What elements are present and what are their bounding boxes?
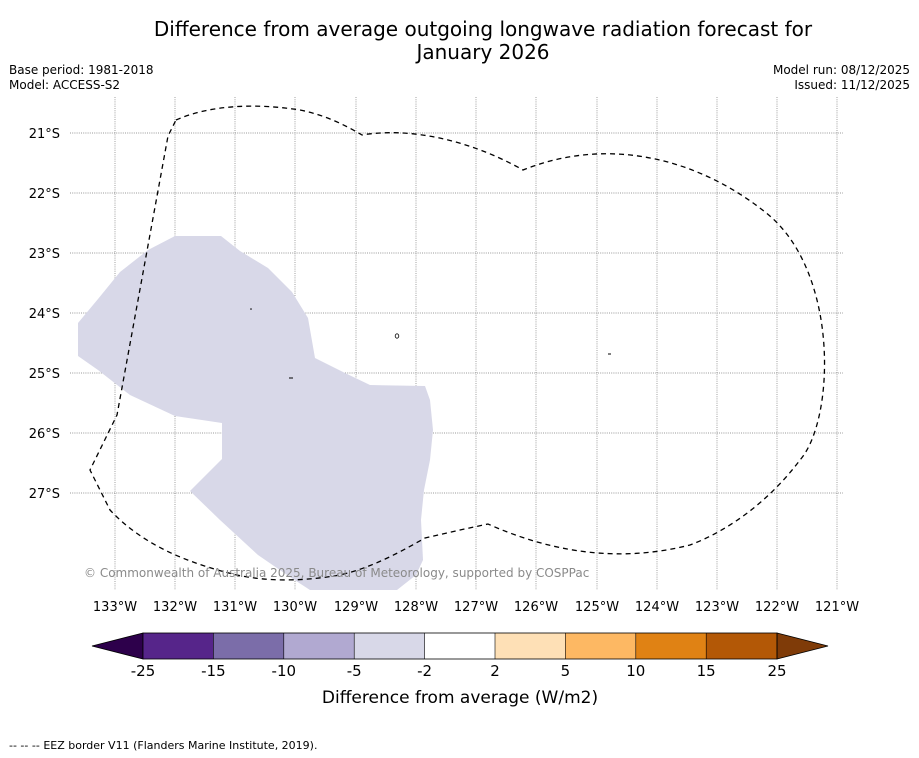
island-marker — [394, 333, 400, 339]
island-markers — [250, 308, 611, 379]
lon-label: 130°W — [273, 600, 317, 615]
model-run-date: Model run: 08/12/2025 — [772, 63, 910, 77]
lon-label: 132°W — [153, 600, 197, 615]
lat-label: 21°S — [29, 127, 60, 142]
colorbar-tick: 10 — [626, 662, 645, 680]
lon-label: 121°W — [815, 600, 859, 615]
lon-label: 129°W — [334, 600, 378, 615]
base-period: Base period: 1981-2018 — [9, 63, 154, 77]
colorbar-tick: -2 — [417, 662, 432, 680]
lat-label: 26°S — [29, 427, 60, 442]
colorbar-tick: 15 — [697, 662, 716, 680]
colorbar-frame — [142, 632, 778, 660]
map-title-line2: January 2026 — [416, 40, 550, 64]
lon-label: 126°W — [514, 600, 558, 615]
eez-legend-text: EEZ border V11 (Flanders Marine Institut… — [43, 739, 318, 752]
anomaly-region — [78, 236, 433, 590]
colorbar-label: Difference from average (W/m2) — [322, 688, 598, 708]
colorbar: -25 -15 -10 -5 -2 2 5 10 15 25 Differenc… — [91, 632, 829, 708]
colorbar-segment — [495, 633, 566, 659]
colorbar-segment — [354, 633, 425, 659]
lon-label: 124°W — [635, 600, 679, 615]
eez-border — [89, 105, 826, 581]
colorbar-tick: -25 — [131, 662, 156, 680]
island-marker — [250, 308, 252, 310]
lon-label: 133°W — [93, 600, 137, 615]
colorbar-under-arrow — [91, 632, 144, 660]
colorbar-segment — [706, 633, 777, 659]
map-title: Difference from average outgoing longwav… — [0, 18, 919, 64]
lat-label: 22°S — [29, 187, 60, 202]
lat-label: 24°S — [29, 307, 60, 322]
colorbar-segment — [635, 633, 707, 659]
lon-label: 127°W — [454, 600, 498, 615]
lat-label: 27°S — [29, 487, 60, 502]
lon-label: 122°W — [755, 600, 799, 615]
map-title-line1: Difference from average outgoing longwav… — [153, 17, 813, 41]
colorbar-over-arrow — [776, 632, 829, 660]
eez-legend: -- -- -- EEZ border V11 (Flanders Marine… — [9, 739, 317, 752]
lon-label: 125°W — [575, 600, 619, 615]
colorbar-segment — [213, 633, 284, 659]
colorbar-tick: -15 — [201, 662, 226, 680]
lon-label: 128°W — [394, 600, 438, 615]
colorbar-tick: 5 — [561, 662, 571, 680]
copyright-watermark: © Commonwealth of Australia 2025, Bureau… — [84, 566, 589, 580]
colorbar-tick: -10 — [272, 662, 297, 680]
lat-label: 25°S — [29, 367, 60, 382]
colorbar-tick: 25 — [767, 662, 786, 680]
colorbar-segment — [283, 633, 355, 659]
colorbar-segment — [143, 633, 214, 659]
issued-date: Issued: 11/12/2025 — [794, 78, 910, 92]
eez-legend-symbol: -- -- -- — [9, 739, 40, 752]
colorbar-tick: 2 — [490, 662, 500, 680]
right-metadata: Model run: 08/12/2025 Issued: 11/12/2025 — [773, 63, 910, 93]
lon-label: 131°W — [213, 600, 257, 615]
model-name: Model: ACCESS-S2 — [9, 78, 121, 92]
colorbar-tick: -5 — [347, 662, 362, 680]
colorbar-segment — [565, 633, 636, 659]
left-metadata: Base period: 1981-2018 Model: ACCESS-S2 — [9, 63, 154, 93]
lon-label: 123°W — [695, 600, 739, 615]
lat-label: 23°S — [29, 247, 60, 262]
colorbar-segment — [424, 633, 495, 659]
